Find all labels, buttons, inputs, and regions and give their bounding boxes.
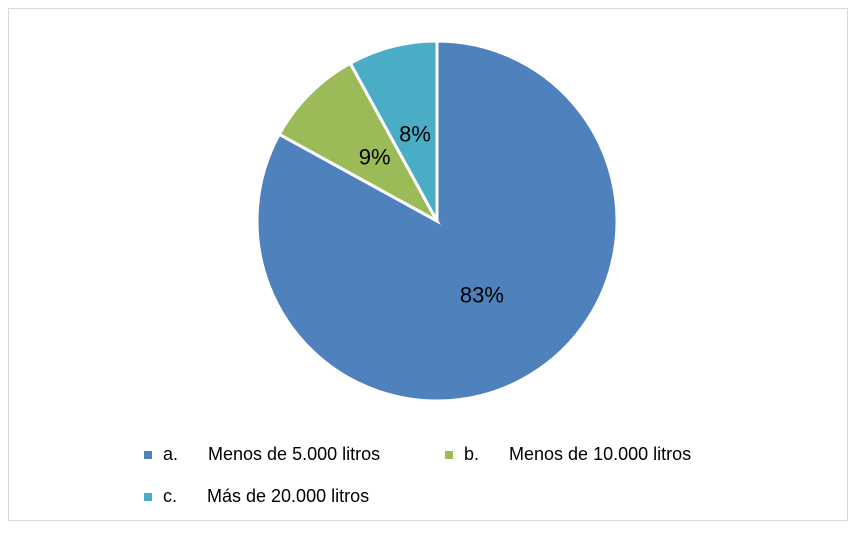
pie-slice (277, 61, 441, 225)
legend-label: b. Menos de 10.000 litros (464, 444, 691, 464)
pie-slice (255, 39, 619, 403)
pie-slice (348, 39, 439, 222)
legend-label: c. Más de 20.000 litros (163, 486, 369, 506)
data-label: 9% (359, 144, 391, 169)
legend-label: a. Menos de 5.000 litros (163, 444, 380, 464)
legend-marker (144, 493, 152, 501)
data-label: 8% (399, 121, 431, 146)
data-label: 83% (460, 283, 504, 308)
legend-marker (445, 451, 453, 459)
legend-marker (144, 451, 152, 459)
